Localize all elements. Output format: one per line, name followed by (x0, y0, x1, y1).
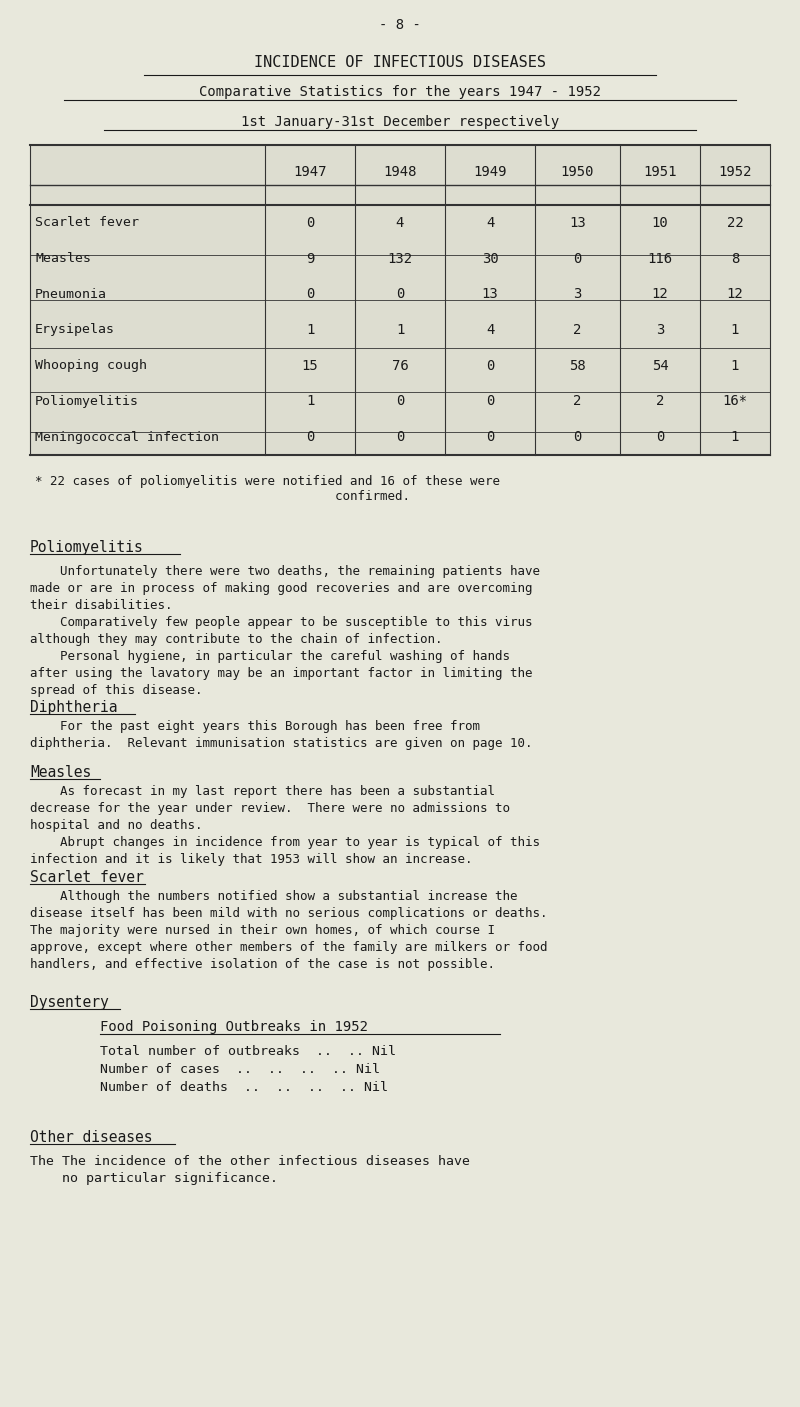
Text: 0: 0 (486, 394, 494, 408)
Text: Measles: Measles (30, 765, 91, 779)
Text: Poliomyelitis: Poliomyelitis (35, 395, 139, 408)
Text: INCIDENCE OF INFECTIOUS DISEASES: INCIDENCE OF INFECTIOUS DISEASES (254, 55, 546, 70)
Text: 4: 4 (486, 324, 494, 338)
Text: 0: 0 (306, 215, 314, 229)
Text: As forecast in my last report there has been a substantial
decrease for the year: As forecast in my last report there has … (30, 785, 540, 865)
Text: 13: 13 (482, 287, 498, 301)
Text: 1952: 1952 (718, 165, 752, 179)
Text: Diphtheria: Diphtheria (30, 701, 118, 715)
Text: Other diseases: Other diseases (30, 1130, 153, 1145)
Text: 54: 54 (652, 359, 668, 373)
Text: 1: 1 (731, 324, 739, 338)
Text: 0: 0 (396, 287, 404, 301)
Text: 1949: 1949 (474, 165, 506, 179)
Text: 1951: 1951 (643, 165, 677, 179)
Text: Scarlet fever: Scarlet fever (35, 217, 139, 229)
Text: 2: 2 (656, 394, 664, 408)
Text: Dysentery: Dysentery (30, 995, 109, 1010)
Text: 10: 10 (652, 215, 668, 229)
Text: 1: 1 (306, 324, 314, 338)
Text: 0: 0 (396, 431, 404, 445)
Text: 16*: 16* (722, 394, 747, 408)
Text: 3: 3 (656, 324, 664, 338)
Text: The The incidence of the other infectious diseases have
    no particular signif: The The incidence of the other infectiou… (30, 1155, 470, 1185)
Text: * 22 cases of poliomyelitis were notified and 16 of these were
                 : * 22 cases of poliomyelitis were notifie… (35, 476, 500, 502)
Text: Measles: Measles (35, 252, 91, 265)
Text: Although the numbers notified show a substantial increase the
disease itself has: Although the numbers notified show a sub… (30, 891, 547, 971)
Text: Comparative Statistics for the years 1947 - 1952: Comparative Statistics for the years 194… (199, 84, 601, 98)
Text: 58: 58 (569, 359, 586, 373)
Text: 1: 1 (306, 394, 314, 408)
Text: For the past eight years this Borough has been free from
diphtheria.  Relevant i: For the past eight years this Borough ha… (30, 720, 533, 750)
Text: 76: 76 (392, 359, 408, 373)
Text: 1st January-31st December respectively: 1st January-31st December respectively (241, 115, 559, 129)
Text: 22: 22 (726, 215, 743, 229)
Text: 0: 0 (656, 431, 664, 445)
Text: 13: 13 (569, 215, 586, 229)
Text: Unfortunately there were two deaths, the remaining patients have
made or are in : Unfortunately there were two deaths, the… (30, 566, 540, 696)
Text: 0: 0 (486, 431, 494, 445)
Text: Food Poisoning Outbreaks in 1952: Food Poisoning Outbreaks in 1952 (100, 1020, 368, 1034)
Text: Poliomyelitis: Poliomyelitis (30, 540, 144, 554)
Text: 30: 30 (482, 252, 498, 266)
Text: 1950: 1950 (561, 165, 594, 179)
Text: 0: 0 (306, 431, 314, 445)
Text: 4: 4 (396, 215, 404, 229)
Text: 3: 3 (574, 287, 582, 301)
Text: Erysipelas: Erysipelas (35, 324, 115, 336)
Text: 116: 116 (647, 252, 673, 266)
Text: Pneumonia: Pneumonia (35, 288, 107, 301)
Text: 1: 1 (731, 431, 739, 445)
Text: 12: 12 (726, 287, 743, 301)
Text: 4: 4 (486, 215, 494, 229)
Text: Scarlet fever: Scarlet fever (30, 870, 144, 885)
Text: 8: 8 (731, 252, 739, 266)
Text: 0: 0 (396, 394, 404, 408)
Text: 1947: 1947 (294, 165, 326, 179)
Text: 0: 0 (306, 287, 314, 301)
Text: Whooping cough: Whooping cough (35, 359, 147, 373)
Text: 1948: 1948 (383, 165, 417, 179)
Text: 0: 0 (574, 252, 582, 266)
Text: 1: 1 (396, 324, 404, 338)
Text: 2: 2 (574, 394, 582, 408)
Text: 2: 2 (574, 324, 582, 338)
Text: 0: 0 (574, 431, 582, 445)
Text: Meningococcal infection: Meningococcal infection (35, 431, 219, 443)
Text: Total number of outbreaks  ..  .. Nil
Number of cases  ..  ..  ..  .. Nil
Number: Total number of outbreaks .. .. Nil Numb… (100, 1045, 396, 1095)
Text: 132: 132 (387, 252, 413, 266)
Bar (30, 145, 770, 454)
Text: 0: 0 (486, 359, 494, 373)
Text: - 8 -: - 8 - (379, 18, 421, 32)
Text: 15: 15 (302, 359, 318, 373)
Text: 9: 9 (306, 252, 314, 266)
Text: 1: 1 (731, 359, 739, 373)
Text: 12: 12 (652, 287, 668, 301)
